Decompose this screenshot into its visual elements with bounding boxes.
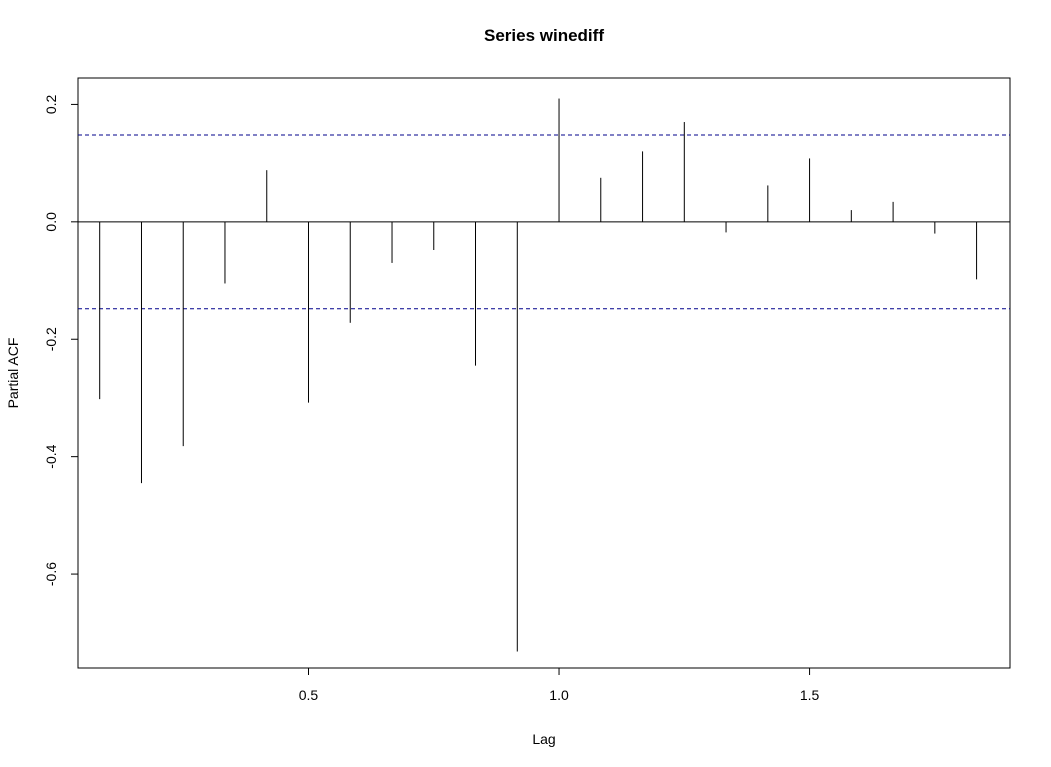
x-tick-label: 0.5 (299, 687, 319, 703)
x-tick-label: 1.5 (800, 687, 820, 703)
x-axis-label: Lag (532, 731, 555, 747)
y-tick-label: -0.2 (43, 327, 59, 351)
chart-title: Series winediff (484, 26, 604, 45)
plot-frame (77, 77, 1011, 669)
y-tick-label: 0.0 (43, 212, 59, 232)
y-tick-label: -0.6 (43, 562, 59, 586)
y-axis-label: Partial ACF (5, 338, 21, 409)
y-tick-label: 0.2 (43, 94, 59, 114)
y-tick-label: -0.4 (43, 444, 59, 468)
x-tick-label: 1.0 (549, 687, 569, 703)
plot-area: 0.5 1.0 1.5 -0.6 -0.4 -0.2 0.0 0.2 (43, 77, 1011, 703)
